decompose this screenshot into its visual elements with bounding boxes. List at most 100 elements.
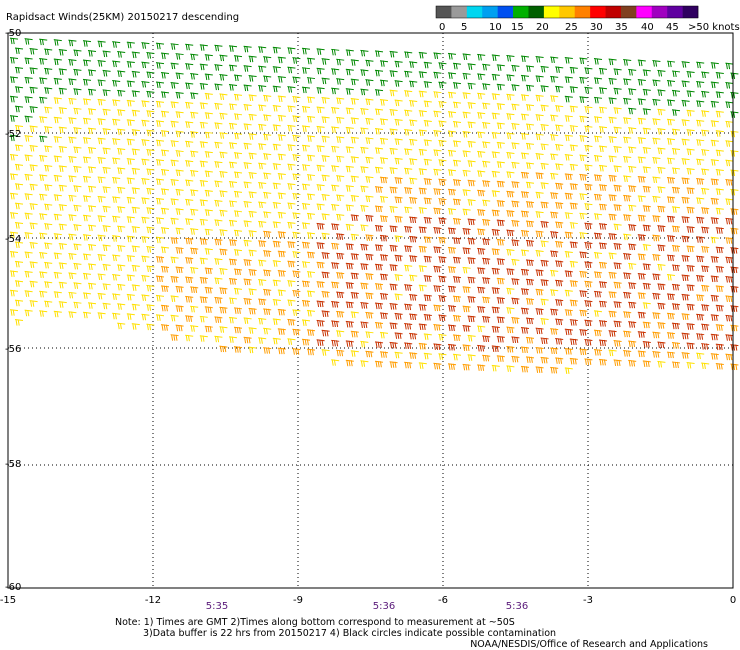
wind-barb-tick: [698, 62, 701, 69]
wind-barb-tick: [733, 92, 736, 99]
wind-barb-tick: [523, 288, 526, 295]
wind-barb-tick: [676, 226, 679, 233]
wind-barb-tick: [453, 101, 456, 109]
wind-barb-tick: [409, 100, 412, 107]
wind-barb-tick: [59, 204, 62, 211]
wind-barb-tick: [173, 82, 176, 89]
wind-barb-tick: [479, 54, 482, 61]
wind-barb-tick: [319, 242, 322, 249]
wind-barb-tick: [643, 205, 646, 212]
wind-barb-tick: [217, 297, 220, 304]
wind-barb-tick: [185, 102, 188, 109]
wind-barb-tick: [652, 99, 655, 106]
wind-barb-tick: [117, 264, 120, 272]
wind-barb-tick: [479, 73, 482, 80]
wind-barb-tick: [496, 287, 499, 294]
wind-barb-tick: [171, 140, 174, 147]
wind-barb-tick: [426, 100, 429, 108]
wind-barb-tick: [336, 175, 339, 182]
wind-barb-tick: [360, 69, 363, 76]
wind-barb-tick: [645, 186, 648, 193]
wind-barb-tick: [158, 178, 161, 186]
wind-barb-tick: [302, 242, 305, 249]
wind-barb-tick: [528, 201, 531, 208]
wind-barb-tick: [552, 95, 555, 102]
wind-barb-tick: [336, 223, 339, 230]
wind-barb-tick: [482, 122, 485, 129]
wind-barb-tick: [192, 112, 195, 119]
wind-barb-tick: [509, 132, 512, 140]
wind-barb-tick: [433, 72, 436, 79]
wind-barb-tick: [599, 68, 602, 75]
wind-barb-tick: [236, 94, 239, 101]
wind-barb-tick: [735, 286, 738, 293]
wind-barb-tick: [633, 185, 636, 192]
wind-barb-tick: [421, 149, 424, 156]
wind-barb-tick: [426, 81, 429, 88]
wind-barb-tick: [414, 313, 417, 321]
wind-barb-tick: [733, 131, 736, 138]
wind-barb-tick: [346, 224, 349, 231]
wind-barb-tick: [290, 202, 293, 210]
wind-barb-tick: [307, 271, 310, 278]
wind-barb-tick: [582, 251, 585, 259]
wind-barb-tick: [550, 250, 553, 258]
wind-barb-tick: [85, 234, 88, 241]
wind-barb-tick: [552, 270, 555, 277]
wind-barb-tick: [397, 216, 400, 223]
wind-barb-tick: [61, 223, 64, 231]
wind-barb-tick: [90, 186, 93, 193]
wind-barb-tick: [479, 190, 482, 197]
wind-barb-tick: [467, 247, 470, 254]
wind-barb-tick: [720, 285, 723, 292]
wind-barb-tick: [360, 263, 363, 270]
wind-barb-tick: [574, 183, 577, 190]
wind-barb-tick: [76, 49, 79, 57]
wind-barb-tick: [733, 150, 736, 157]
wind-barb-tick: [12, 115, 15, 122]
wind-barb-tick: [565, 309, 568, 316]
wind-barb-tick: [557, 163, 560, 170]
wind-barb-tick: [61, 204, 64, 211]
wind-barb-tick: [287, 164, 290, 171]
wind-barb-tick: [528, 104, 531, 111]
wind-barb-tick: [479, 228, 482, 236]
wind-barb-tick: [538, 133, 541, 141]
wind-barb-tick: [149, 110, 152, 117]
wind-barb-tick: [71, 195, 74, 202]
wind-barb-tick: [438, 188, 441, 195]
wind-barb-tick: [657, 283, 660, 290]
wind-barb-tick: [200, 180, 203, 187]
wind-barb-tick: [351, 195, 354, 202]
wind-barb-tick: [61, 126, 64, 134]
wind-barb-tick: [652, 176, 655, 184]
wind-barb-tick: [470, 102, 473, 109]
wind-barb-tick: [720, 246, 723, 254]
wind-barb-tick: [611, 58, 614, 66]
wind-barb-tick: [258, 279, 261, 286]
colorbar-label: 20: [536, 22, 549, 33]
wind-barb-tick: [368, 79, 371, 86]
wind-barb-tick: [105, 70, 108, 77]
wind-barb-tick: [392, 264, 395, 271]
wind-barb-tick: [103, 50, 106, 58]
wind-barb-tick: [643, 283, 646, 290]
wind-barb-tick: [652, 235, 655, 242]
wind-barb-tick: [73, 224, 76, 231]
wind-barb-tick: [178, 228, 181, 235]
wind-barb-tick: [380, 254, 383, 261]
wind-barb-tick: [158, 256, 161, 263]
wind-barb-tick: [555, 202, 558, 209]
wind-barb-tick: [541, 163, 544, 170]
wind-barb-tick: [205, 229, 208, 236]
wind-barb-tick: [265, 95, 268, 102]
wind-barb-tick: [205, 306, 208, 313]
wind-barb-tick: [479, 248, 482, 255]
wind-barb-tick: [448, 189, 451, 196]
wind-barb-tick: [450, 208, 453, 215]
wind-barb-tick: [470, 141, 473, 148]
wind-barb-tick: [278, 95, 281, 103]
wind-barb-tick: [394, 245, 397, 252]
wind-barb-tick: [609, 78, 612, 85]
wind-barb-tick: [265, 134, 268, 141]
